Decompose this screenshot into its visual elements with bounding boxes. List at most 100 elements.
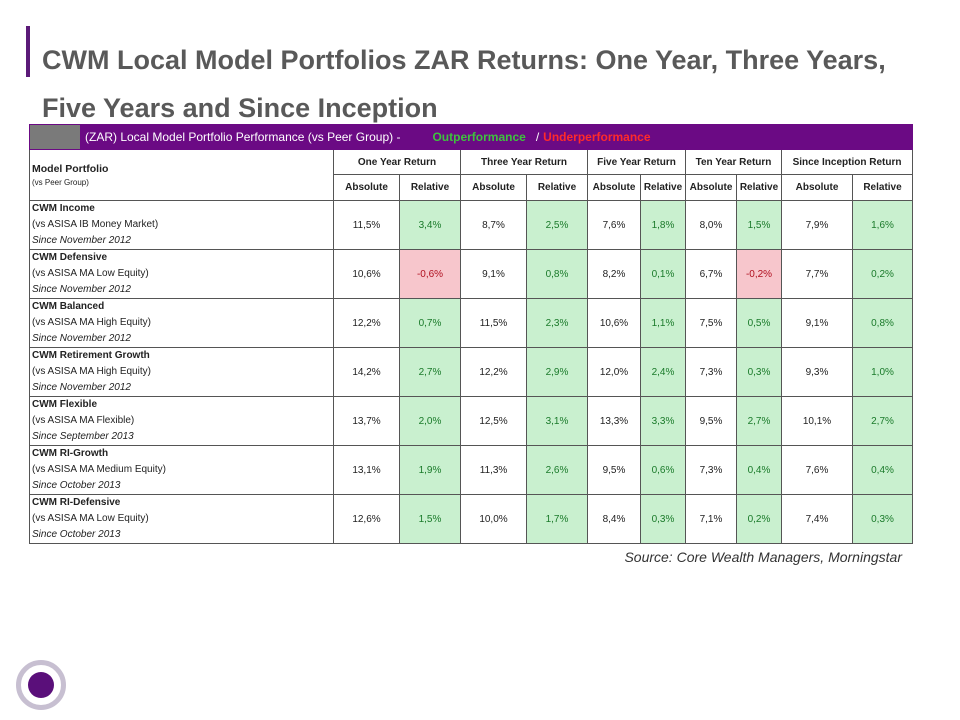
portfolio-since: Since November 2012 [32, 284, 131, 295]
absolute-value-cell: 9,1% [781, 298, 853, 348]
subheader-relative: Relative [851, 174, 914, 201]
portfolio-benchmark: (vs ASISA MA Flexible) [32, 415, 135, 426]
portfolio-since: Since October 2013 [32, 480, 121, 491]
relative-value-cell: 0,3% [640, 494, 686, 544]
absolute-value-cell: 7,3% [685, 347, 737, 397]
table-row: CWM Income (vs ASISA IB Money Market) Sinc… [29, 200, 914, 250]
model-portfolio-header: Model Portfolio (vs Peer Group) [29, 149, 334, 201]
subheader-absolute: Absolute [460, 174, 527, 201]
table-row: CWM Defensive (vs ASISA MA Low Equity) Sin… [29, 249, 914, 299]
portfolio-cell: CWM Defensive (vs ASISA MA Low Equity) Sin… [29, 249, 334, 299]
table-body: CWM Income (vs ASISA IB Money Market) Sinc… [29, 200, 914, 544]
relative-value-cell: 2,9% [526, 347, 588, 397]
table-row: CWM Retirement Growth (vs ASISA MA High E… [29, 347, 914, 397]
relative-value-cell: 0,2% [736, 494, 782, 544]
portfolio-cell: CWM RI-Growth (vs ASISA MA Medium Equity)… [29, 445, 334, 495]
relative-value-cell: 3,3% [640, 396, 686, 446]
portfolio-since: Since November 2012 [32, 333, 131, 344]
portfolio-since: Since October 2013 [32, 529, 121, 540]
title-accent-bar [26, 26, 30, 77]
relative-value-cell: 2,4% [640, 347, 686, 397]
group-header-five-year: Five Year Return [587, 149, 686, 175]
relative-value-cell: 1,8% [640, 200, 686, 250]
relative-value-cell: 0,7% [399, 298, 461, 348]
portfolio-cell: CWM Income (vs ASISA IB Money Market) Sinc… [29, 200, 334, 250]
absolute-value-cell: 8,7% [460, 200, 527, 250]
absolute-value-cell: 8,2% [587, 249, 641, 299]
relative-value-cell: 1,7% [526, 494, 588, 544]
absolute-value-cell: 11,3% [460, 445, 527, 495]
subheader-relative: Relative [399, 174, 461, 201]
absolute-value-cell: 13,7% [333, 396, 400, 446]
absolute-value-cell: 7,3% [685, 445, 737, 495]
logo [16, 660, 66, 710]
absolute-value-cell: 10,0% [460, 494, 527, 544]
absolute-value-cell: 7,6% [587, 200, 641, 250]
table-row: CWM RI-Growth (vs ASISA MA Medium Equity)… [29, 445, 914, 495]
relative-value-cell: 0,6% [640, 445, 686, 495]
relative-value-cell: 1,0% [851, 347, 914, 397]
portfolio-cell: CWM Retirement Growth (vs ASISA MA High E… [29, 347, 334, 397]
relative-value-cell: 2,3% [526, 298, 588, 348]
portfolio-since: Since September 2013 [32, 431, 134, 442]
logo-dot [28, 672, 54, 698]
absolute-value-cell: 9,5% [587, 445, 641, 495]
relative-value-cell: 0,8% [526, 249, 588, 299]
portfolio-name: CWM Balanced [32, 301, 105, 312]
absolute-value-cell: 7,5% [685, 298, 737, 348]
table-row: CWM Flexible (vs ASISA MA Flexible) Since … [29, 396, 914, 446]
table-row: CWM RI-Defensive (vs ASISA MA Low Equity)… [29, 494, 914, 544]
absolute-value-cell: 7,1% [685, 494, 737, 544]
model-portfolio-label: Model Portfolio [32, 163, 109, 175]
portfolio-name: CWM Retirement Growth [32, 350, 150, 361]
vs-peer-group-label: (vs Peer Group) [32, 178, 89, 187]
relative-value-cell: 0,1% [640, 249, 686, 299]
absolute-value-cell: 9,1% [460, 249, 527, 299]
absolute-value-cell: 11,5% [333, 200, 400, 250]
absolute-value-cell: 7,9% [781, 200, 853, 250]
header-grey-block [30, 125, 80, 149]
portfolio-benchmark: (vs ASISA MA High Equity) [32, 317, 151, 328]
absolute-value-cell: 13,1% [333, 445, 400, 495]
relative-value-cell: 0,2% [851, 249, 914, 299]
portfolio-name: CWM RI-Growth [32, 448, 109, 459]
relative-value-cell: 3,1% [526, 396, 588, 446]
subheader-absolute: Absolute [333, 174, 400, 201]
relative-value-cell: 2,0% [399, 396, 461, 446]
group-header-one-year: One Year Return [333, 149, 461, 175]
absolute-value-cell: 10,1% [781, 396, 853, 446]
table-row: CWM Balanced (vs ASISA MA High Equity) Sin… [29, 298, 914, 348]
absolute-value-cell: 12,2% [333, 298, 400, 348]
outperformance-legend: Outperformance [432, 130, 526, 144]
subheader-absolute: Absolute [781, 174, 853, 201]
portfolio-cell: CWM RI-Defensive (vs ASISA MA Low Equity)… [29, 494, 334, 544]
relative-value-cell: 3,4% [399, 200, 461, 250]
relative-value-cell: 2,6% [526, 445, 588, 495]
relative-value-cell: 1,9% [399, 445, 461, 495]
portfolio-name: CWM Flexible [32, 399, 98, 410]
portfolio-benchmark: (vs ASISA MA High Equity) [32, 366, 151, 377]
group-header-three-year: Three Year Return [460, 149, 588, 175]
absolute-value-cell: 12,2% [460, 347, 527, 397]
absolute-value-cell: 10,6% [587, 298, 641, 348]
absolute-value-cell: 11,5% [460, 298, 527, 348]
source-note: Source: Core Wealth Managers, Morningsta… [624, 549, 902, 565]
portfolio-since: Since November 2012 [32, 235, 131, 246]
relative-value-cell: 0,4% [851, 445, 914, 495]
relative-value-cell: 0,3% [736, 347, 782, 397]
relative-value-cell: -0,2% [736, 249, 782, 299]
absolute-value-cell: 8,0% [685, 200, 737, 250]
legend-separator: / [535, 130, 540, 144]
absolute-value-cell: 6,7% [685, 249, 737, 299]
relative-value-cell: 1,6% [851, 200, 914, 250]
absolute-value-cell: 12,0% [587, 347, 641, 397]
absolute-value-cell: 7,4% [781, 494, 853, 544]
column-group-row: Model Portfolio (vs Peer Group) One Year… [29, 149, 914, 201]
relative-value-cell: 1,5% [399, 494, 461, 544]
subheader-absolute: Absolute [685, 174, 737, 201]
group-header-since-inception: Since Inception Return [780, 149, 914, 175]
absolute-value-cell: 14,2% [333, 347, 400, 397]
relative-value-cell: 2,7% [399, 347, 461, 397]
subheader-absolute: Absolute [587, 174, 641, 201]
relative-value-cell: 2,5% [526, 200, 588, 250]
